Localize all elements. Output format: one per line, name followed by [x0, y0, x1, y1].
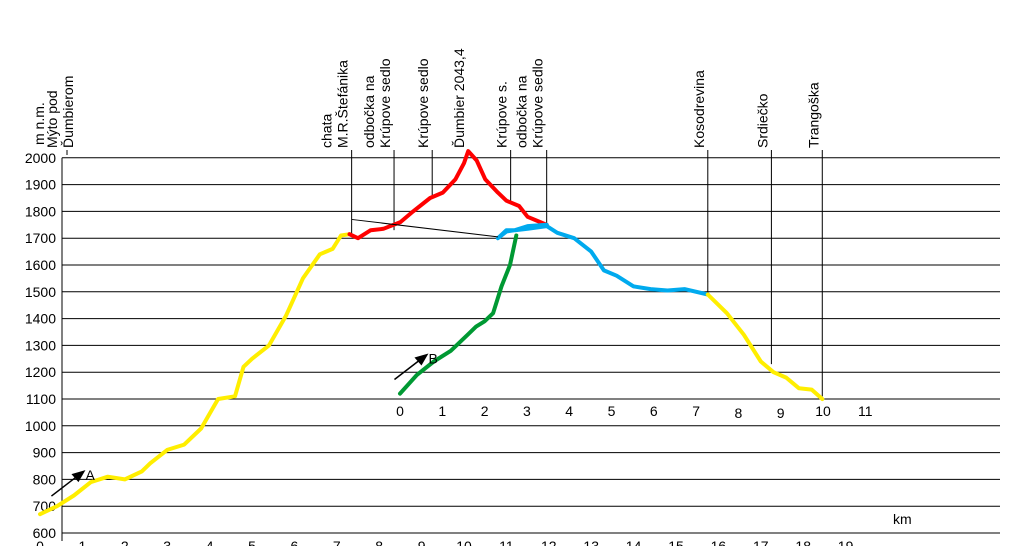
x-axis-a-tick-label: 15	[668, 538, 684, 546]
x-axis-b-tick-label: 5	[608, 403, 616, 419]
route-marker-label: A	[85, 467, 95, 483]
connector-line	[351, 218, 498, 238]
y-tick-label: 1300	[25, 337, 56, 353]
route-marker-arrow-shaft	[394, 358, 421, 381]
x-axis-a-tick-label: 11	[499, 538, 514, 546]
y-tick-label: 1700	[25, 230, 56, 246]
route-marker-label: B	[428, 351, 437, 367]
x-axis-b-tick-label: 2	[481, 403, 489, 419]
y-tick-label: 800	[33, 471, 57, 487]
x-axis-a-tick-label: 18	[795, 538, 811, 546]
place-label: Trangoška	[805, 82, 821, 148]
place-label: Krúpove s.	[494, 81, 510, 148]
x-axis-b-ticks: 0 1 2 3 4 5 6 7 8 9 10 11	[396, 403, 873, 421]
route-marker-arrow-head	[71, 470, 86, 483]
x-axis-label: km	[893, 511, 912, 527]
x-axis-a-tick-label: 16	[711, 538, 727, 546]
x-axis-a-tick-label: 0	[36, 538, 44, 546]
y-tick-label: 1000	[25, 418, 56, 434]
y-tick-label: 1100	[26, 391, 56, 407]
place-label: Srdiečko	[754, 93, 770, 148]
x-axis-a-tick-label: 1	[79, 538, 87, 546]
place-label: odbočka na	[514, 75, 530, 148]
x-axis-a-tick-label: 14	[626, 538, 642, 546]
y-tick-label: 1400	[25, 311, 56, 327]
grid-lines	[61, 157, 1000, 541]
x-axis-a-tick-label: 4	[206, 538, 214, 546]
x-axis-b-tick-label: 4	[565, 403, 573, 419]
place-marker-lines	[66, 150, 823, 397]
x-axis-a-tick-label: 13	[583, 538, 599, 546]
x-axis-a-tick-label: 7	[333, 538, 341, 546]
x-axis-a-tick-label: 8	[375, 538, 383, 546]
x-axis-b-tick-label: 1	[438, 403, 446, 419]
x-axis-b-tick-label: 7	[692, 403, 700, 419]
place-label: Kosodrevina	[691, 70, 707, 148]
place-label: Krúpove sedlo	[377, 58, 393, 148]
x-axis-a-tick-label: 10	[456, 538, 472, 546]
x-axis-b-tick-label: 10	[815, 403, 831, 419]
y-tick-label: 1500	[25, 284, 56, 300]
route-marker-arrow-shaft	[50, 475, 78, 497]
y-tick-label: 1600	[25, 257, 56, 273]
x-axis-a-ticks: 0 1 2 3 4 5 6 7 8 9 10 11 12 13 14 15 16 17 18 19	[36, 538, 853, 546]
x-axis-a-tick-label: 12	[541, 538, 557, 546]
route-markers: AB	[50, 351, 438, 497]
series-line-1	[347, 149, 549, 241]
x-axis-a-tick-label: 19	[838, 538, 854, 546]
series-line-2	[495, 222, 710, 297]
place-label: chata	[319, 114, 335, 148]
place-label: Ďumbierom	[60, 76, 76, 148]
place-label: Ďumbier 2043,4	[451, 48, 467, 148]
y-tick-label: 900	[33, 445, 57, 461]
place-label: M.R.Štefánika	[335, 60, 351, 148]
series-line-4	[398, 233, 519, 396]
y-tick-label: 1900	[25, 177, 56, 193]
x-axis-a-tick-label: 6	[291, 538, 299, 546]
place-label: Mýto pod	[44, 90, 60, 148]
route-marker-arrow-head	[414, 353, 429, 366]
x-axis-a-tick-label: 2	[121, 538, 129, 546]
x-axis-b-tick-label: 11	[858, 403, 873, 419]
x-axis-a-tick-label: 3	[163, 538, 171, 546]
x-axis-a-tick-label: 5	[248, 538, 256, 546]
place-labels: Mýto pod Ďumbierom chata M.R.Štefánika odboč…	[44, 48, 821, 148]
series-line-0	[38, 232, 352, 517]
place-label: odbočka na	[361, 75, 377, 148]
y-axis-label: m n.m.	[31, 102, 47, 145]
x-axis-b-tick-label: 9	[777, 405, 785, 421]
y-tick-label: 1200	[25, 364, 56, 380]
place-label: Krúpove sedlo	[415, 58, 431, 148]
x-axis-b-tick-label: 8	[735, 405, 743, 421]
series-lines	[38, 149, 825, 517]
x-axis-b-tick-label: 0	[396, 403, 404, 419]
series-line-3	[705, 292, 825, 401]
y-axis-ticks: 6007008009001000110012001300140015001600…	[25, 150, 56, 541]
y-tick-label: 2000	[25, 150, 56, 166]
x-axis-b-tick-label: 3	[523, 403, 531, 419]
x-axis-a-tick-label: 9	[418, 538, 426, 546]
x-axis-b-tick-label: 6	[650, 403, 658, 419]
y-tick-label: 600	[33, 525, 57, 541]
y-tick-label: 1800	[25, 203, 56, 219]
place-label: Krúpove sedlo	[530, 58, 546, 148]
x-axis-a-tick-label: 17	[753, 538, 769, 546]
